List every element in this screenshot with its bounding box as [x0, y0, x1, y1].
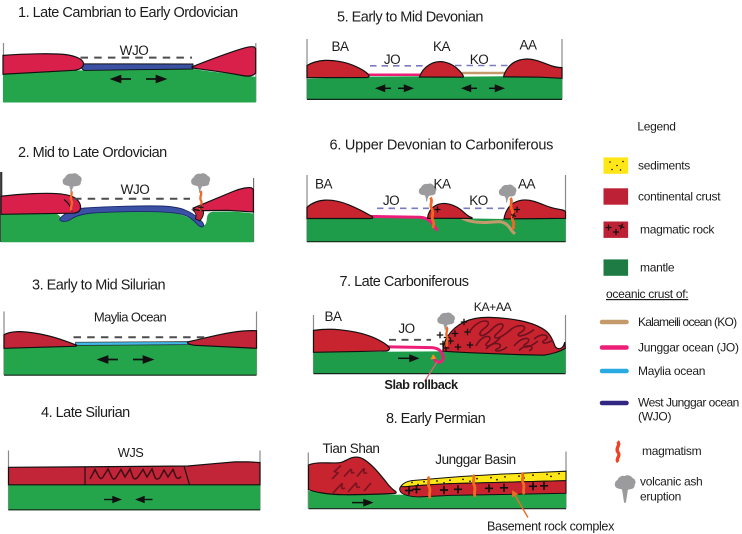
svg-text:Maylia Ocean: Maylia Ocean — [94, 310, 167, 325]
svg-text:JO: JO — [384, 52, 400, 67]
svg-text:magmatic rock: magmatic rock — [640, 223, 715, 237]
svg-text:4. Late Silurian: 4. Late Silurian — [41, 405, 130, 421]
svg-text:sediments: sediments — [638, 159, 690, 173]
svg-text:WJO: WJO — [121, 182, 150, 197]
svg-text:Basement rock complex: Basement rock complex — [487, 519, 615, 533]
svg-text:Junggar Basin: Junggar Basin — [435, 452, 515, 467]
svg-text:KA: KA — [433, 39, 451, 54]
svg-text:BA: BA — [324, 309, 342, 324]
svg-text:BA: BA — [331, 39, 349, 54]
svg-text:(WJO): (WJO) — [638, 410, 671, 424]
svg-text:Kalameili ocean (KO): Kalameili ocean (KO) — [638, 315, 737, 329]
svg-text:Tian Shan: Tian Shan — [323, 441, 380, 456]
svg-text:Slab rollback: Slab rollback — [384, 377, 459, 392]
svg-text:5. Early to Mid Devonian: 5. Early to Mid Devonian — [337, 10, 483, 26]
svg-text:Junggar ocean (JO): Junggar ocean (JO) — [638, 341, 739, 355]
svg-text:1. Late Cambrian to Early Ordo: 1. Late Cambrian to Early Ordovician — [18, 5, 238, 21]
svg-text:magmatism: magmatism — [642, 444, 702, 458]
svg-text:eruption: eruption — [640, 490, 681, 504]
svg-text:AA: AA — [518, 177, 536, 192]
svg-text:continental crust: continental crust — [638, 190, 721, 204]
svg-text:6. Upper Devonian to Carbonife: 6. Upper Devonian to Carboniferous — [330, 138, 554, 154]
svg-text:2. Mid to Late Ordovician: 2. Mid to Late Ordovician — [18, 145, 167, 161]
svg-text:AA: AA — [519, 38, 537, 53]
svg-text:3. Early to Mid Silurian: 3. Early to Mid Silurian — [32, 278, 165, 294]
svg-text:8. Early Permian: 8. Early Permian — [386, 411, 486, 427]
svg-text:KO: KO — [469, 193, 488, 208]
svg-text:KA+AA: KA+AA — [474, 300, 513, 314]
svg-text:KO: KO — [470, 52, 489, 67]
svg-text:7. Late Carboniferous: 7. Late Carboniferous — [340, 274, 469, 290]
svg-text:Maylia ocean: Maylia ocean — [638, 364, 705, 378]
svg-text:JO: JO — [398, 321, 414, 336]
svg-text:West Junggar ocean: West Junggar ocean — [638, 396, 739, 410]
svg-text:JO: JO — [383, 193, 399, 208]
svg-text:volcanic ash: volcanic ash — [640, 475, 702, 489]
svg-text:WJS: WJS — [118, 445, 144, 460]
svg-text:mantle: mantle — [640, 261, 675, 275]
svg-text:oceanic crust of:: oceanic crust of: — [606, 287, 688, 301]
svg-text:KA: KA — [433, 177, 451, 192]
svg-text:Legend: Legend — [637, 120, 675, 134]
svg-text:BA: BA — [315, 177, 333, 192]
svg-text:WJO: WJO — [120, 43, 149, 58]
